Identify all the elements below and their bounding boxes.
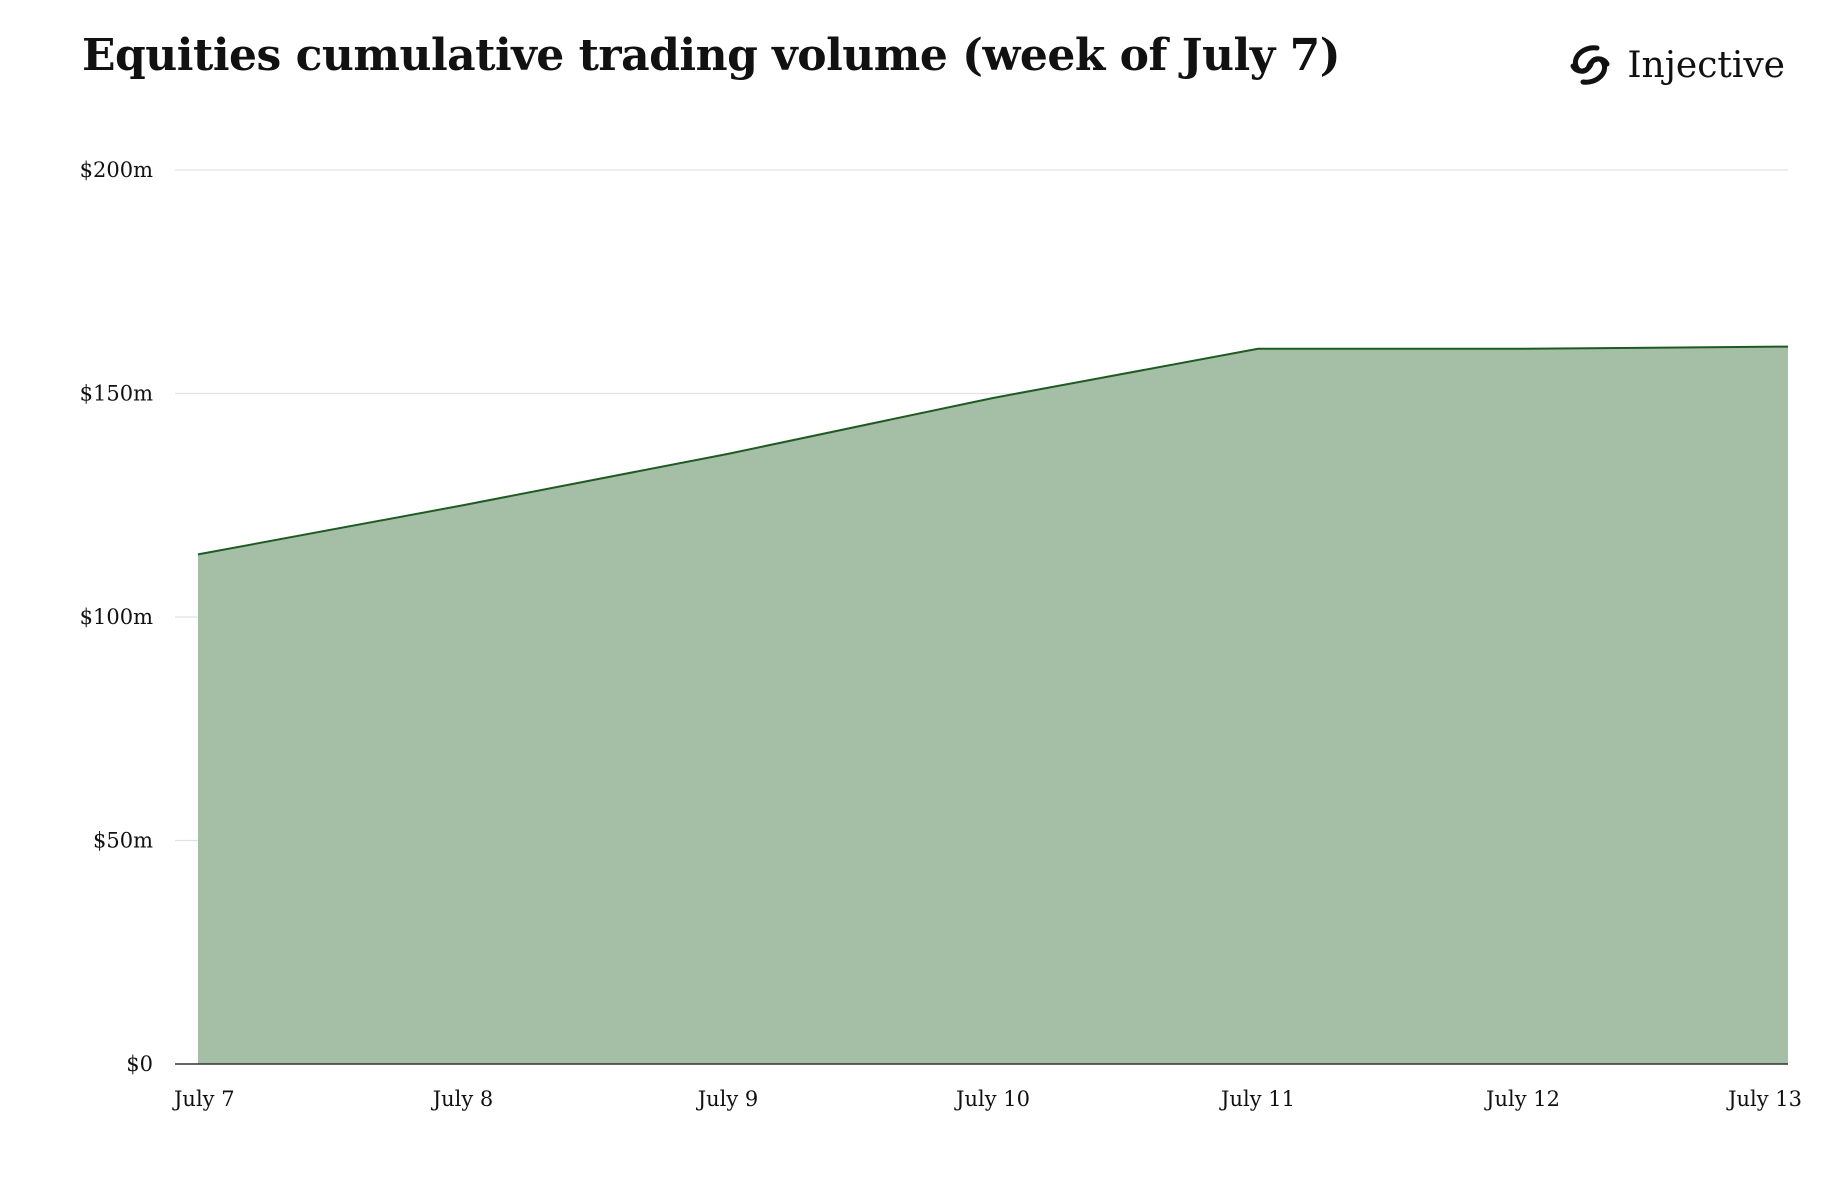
- series-area-group: [197, 345, 1789, 1064]
- y-tick-label: $0: [126, 1052, 153, 1076]
- x-tick-label: July 10: [954, 1087, 1030, 1111]
- brand-name: Injective: [1627, 44, 1785, 86]
- brand: Injective: [1567, 42, 1785, 88]
- y-tick-label: $150m: [80, 382, 153, 406]
- y-tick-label: $50m: [93, 829, 153, 853]
- x-tick-label: July 11: [1219, 1087, 1295, 1111]
- series-area-fill: [198, 346, 1788, 1064]
- series-line: [197, 345, 1789, 556]
- x-tick-label: July 8: [431, 1087, 494, 1111]
- x-tick-label: July 7: [172, 1087, 235, 1111]
- x-tick-label: July 12: [1484, 1087, 1560, 1111]
- injective-logo-icon: [1570, 45, 1610, 85]
- x-tick-label: July 9: [696, 1087, 759, 1111]
- chart-title: Equities cumulative trading volume (week…: [82, 30, 1341, 81]
- y-tick-label: $200m: [80, 158, 153, 182]
- x-tick-label: July 13: [1726, 1087, 1802, 1111]
- y-tick-label: $100m: [80, 605, 153, 629]
- y-axis-tick-labels: $0 $50m $100m $150m $200m: [80, 158, 153, 1076]
- x-axis-tick-labels: July 7 July 8 July 9 July 10 July 11 July 12 J…: [172, 1087, 1802, 1111]
